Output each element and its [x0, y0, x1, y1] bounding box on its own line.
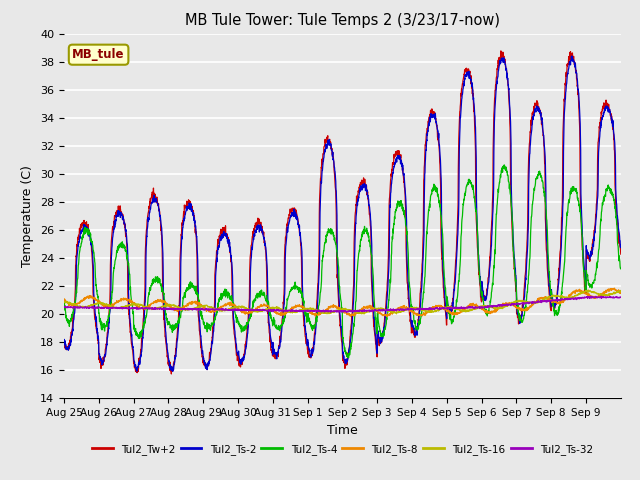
Text: MB_tule: MB_tule — [72, 48, 125, 61]
Y-axis label: Temperature (C): Temperature (C) — [22, 165, 35, 267]
Legend: Tul2_Tw+2, Tul2_Ts-2, Tul2_Ts-4, Tul2_Ts-8, Tul2_Ts-16, Tul2_Ts-32: Tul2_Tw+2, Tul2_Ts-2, Tul2_Ts-4, Tul2_Ts… — [88, 440, 597, 459]
Title: MB Tule Tower: Tule Temps 2 (3/23/17-now): MB Tule Tower: Tule Temps 2 (3/23/17-now… — [185, 13, 500, 28]
X-axis label: Time: Time — [327, 424, 358, 437]
